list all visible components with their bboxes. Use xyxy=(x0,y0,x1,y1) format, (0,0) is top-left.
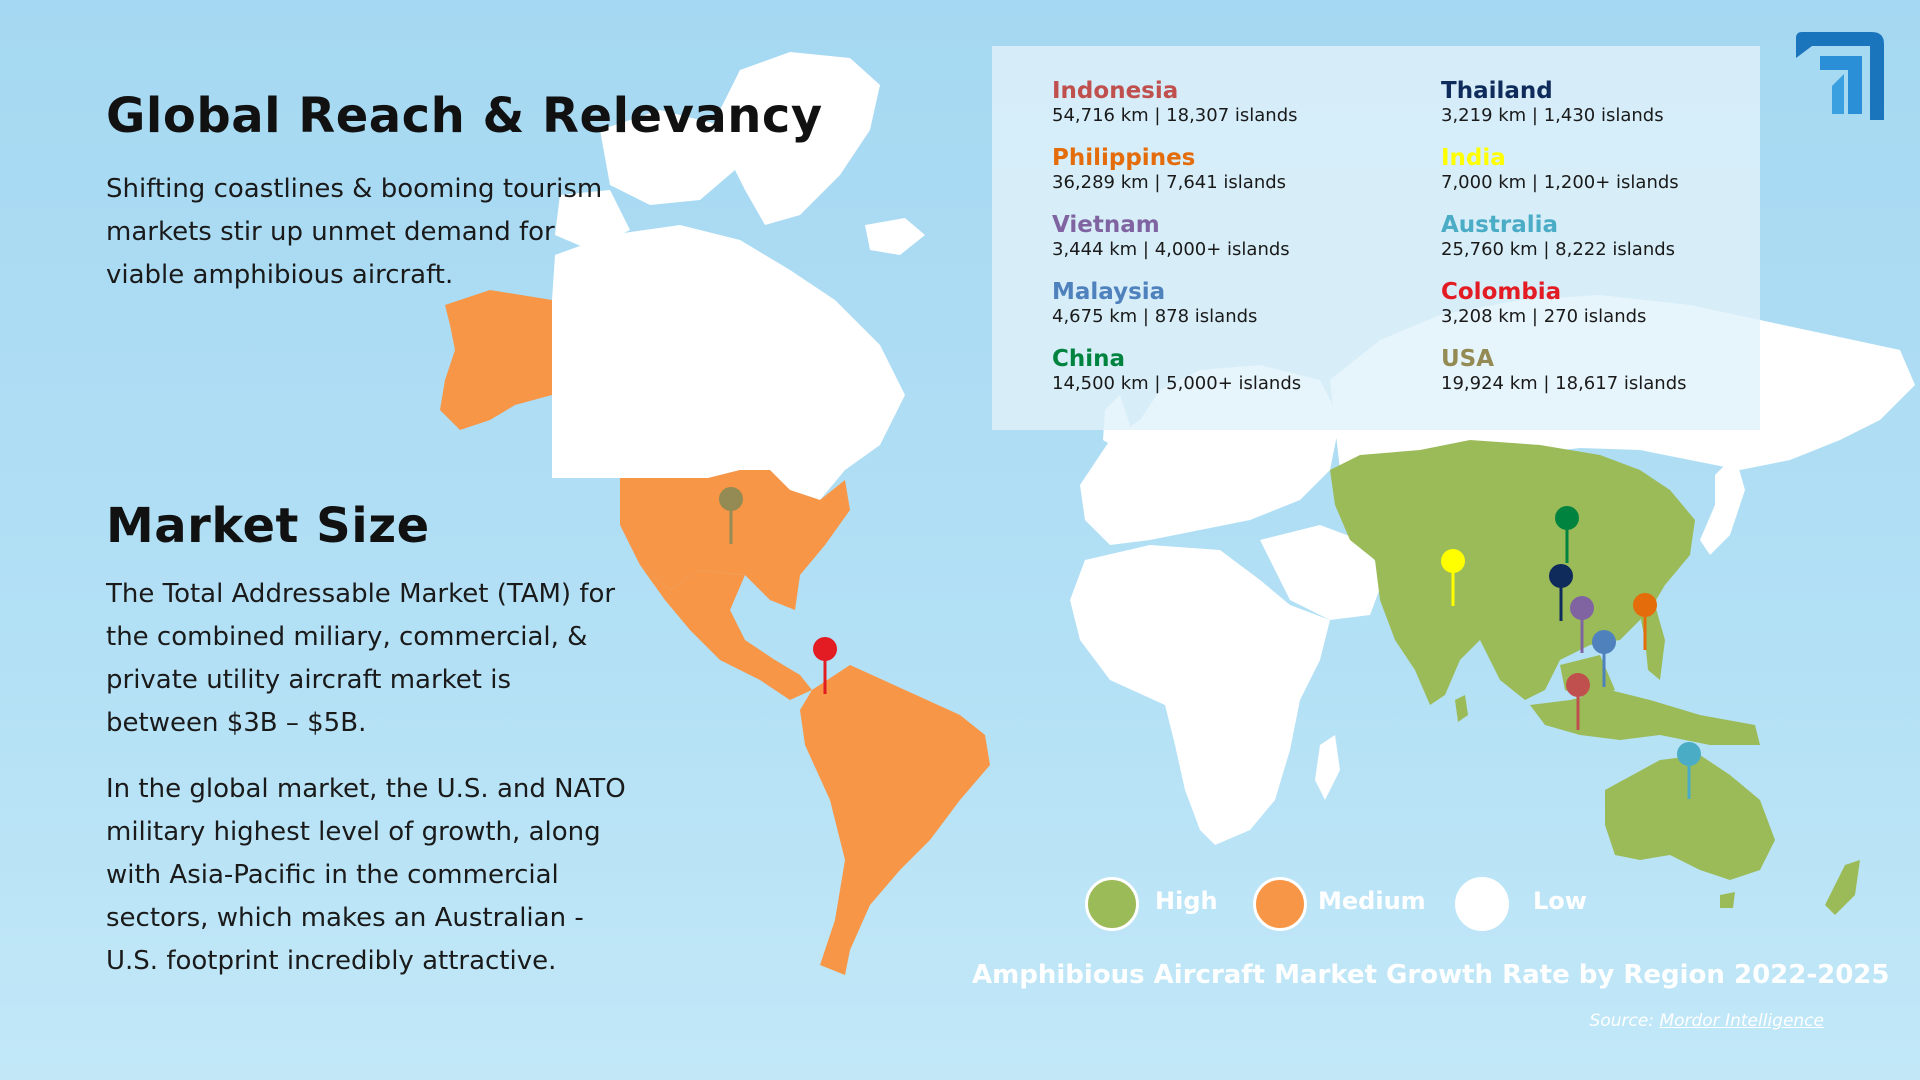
map-pin-icon xyxy=(1570,596,1594,653)
map-pin-icon xyxy=(813,637,837,694)
source-prefix: Source: xyxy=(1589,1011,1660,1031)
map-caption: Amphibious Aircraft Market Growth Rate b… xyxy=(972,960,1890,990)
canada-region xyxy=(552,225,905,500)
map-pin-icon xyxy=(1566,673,1590,730)
mexico-region xyxy=(640,565,812,700)
global-reach-heading: Global Reach & Relevancy xyxy=(106,88,823,144)
asia-region xyxy=(1330,440,1695,705)
legend-swatch-medium xyxy=(1253,877,1307,931)
middle-east-region xyxy=(1260,525,1385,620)
japan-region xyxy=(1700,455,1745,555)
country-name-colombia: Colombia xyxy=(1441,279,1562,305)
africa-region xyxy=(1070,545,1330,845)
map-pin-icon xyxy=(1549,564,1573,621)
country-stat-malaysia: 4,675 km | 878 islands xyxy=(1052,306,1258,327)
alaska-region xyxy=(440,290,552,430)
usa-region xyxy=(620,470,850,610)
source-link[interactable]: Mordor Intelligence xyxy=(1659,1011,1824,1031)
map-pin-icon xyxy=(1555,506,1579,563)
indonesia-region xyxy=(1530,690,1760,745)
map-pin-icon xyxy=(1441,549,1465,606)
map-pin-icon xyxy=(1677,742,1701,799)
greenland-region xyxy=(720,52,880,225)
global-reach-paragraph: Shifting coastlines & booming tourism ma… xyxy=(106,174,603,290)
map-pin-icon xyxy=(719,487,743,544)
country-name-india: India xyxy=(1441,145,1506,171)
company-logo-icon xyxy=(1796,32,1884,120)
country-name-australia: Australia xyxy=(1441,212,1559,238)
market-size-paragraph-2: In the global market, the U.S. and NATO … xyxy=(106,774,626,976)
legend-label-high: High xyxy=(1155,887,1218,915)
new-zealand-region xyxy=(1825,860,1860,915)
country-name-china: China xyxy=(1052,346,1126,372)
country-name-usa: USA xyxy=(1441,346,1495,372)
iceland-region xyxy=(865,218,925,255)
map-pin-icon xyxy=(1592,630,1616,687)
map-pin-icon xyxy=(1633,593,1657,650)
country-stat-colombia: 3,208 km | 270 islands xyxy=(1441,306,1647,327)
country-stat-india: 7,000 km | 1,200+ islands xyxy=(1441,172,1679,193)
country-stat-thailand: 3,219 km | 1,430 islands xyxy=(1441,105,1664,126)
legend-swatch-high xyxy=(1085,877,1139,931)
country-stat-indonesia: 54,716 km | 18,307 islands xyxy=(1052,105,1298,126)
country-stat-australia: 25,760 km | 8,222 islands xyxy=(1441,239,1676,260)
country-name-vietnam: Vietnam xyxy=(1052,212,1160,238)
madagascar-region xyxy=(1315,735,1340,800)
arctic-islands-region xyxy=(600,110,735,205)
country-stat-vietnam: 3,444 km | 4,000+ islands xyxy=(1052,239,1290,260)
country-stat-usa: 19,924 km | 18,617 islands xyxy=(1441,373,1687,394)
country-stat-philippines: 36,289 km | 7,641 islands xyxy=(1052,172,1287,193)
market-size-heading: Market Size xyxy=(106,498,430,554)
country-name-indonesia: Indonesia xyxy=(1052,78,1179,104)
south-america-region xyxy=(800,665,990,975)
source-credit: Source: Mordor Intelligence xyxy=(1590,1011,1824,1031)
country-stat-china: 14,500 km | 5,000+ islands xyxy=(1052,373,1302,394)
country-name-thailand: Thailand xyxy=(1441,78,1553,104)
country-name-malaysia: Malaysia xyxy=(1052,279,1166,305)
country-name-philippines: Philippines xyxy=(1052,145,1196,171)
legend-label-low: Low xyxy=(1533,887,1587,915)
legend-label-medium: Medium xyxy=(1318,887,1426,915)
legend-swatch-low xyxy=(1455,877,1509,931)
country-stats-panel: Indonesia 54,716 km | 18,307 islands Phi… xyxy=(992,46,1760,430)
market-size-paragraph-1: The Total Addressable Market (TAM) for t… xyxy=(106,579,616,738)
australia-region xyxy=(1605,755,1775,880)
